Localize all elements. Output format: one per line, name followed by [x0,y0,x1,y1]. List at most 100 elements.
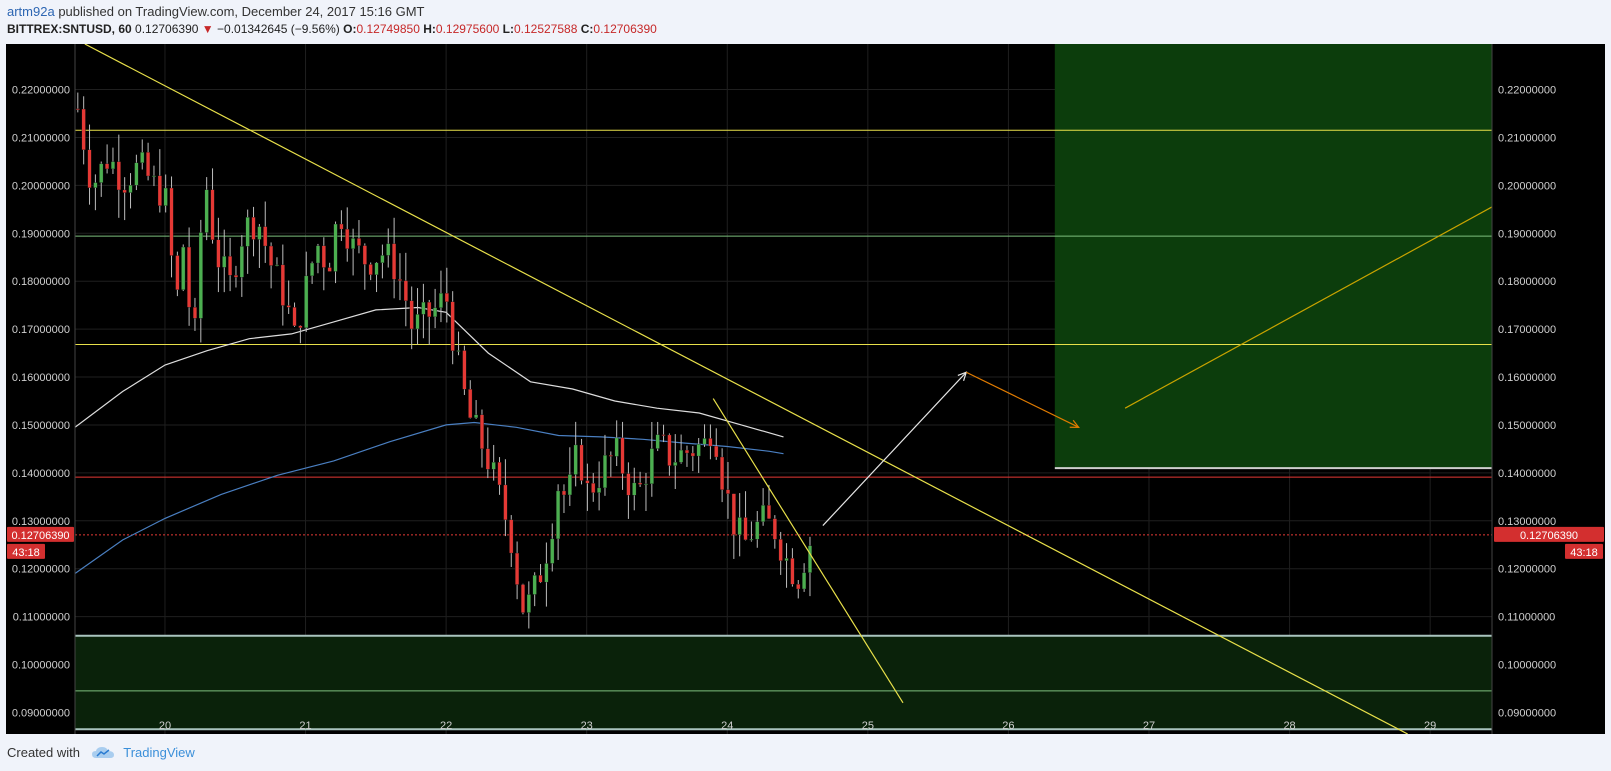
candle-up [573,444,578,475]
candle-up [333,223,338,272]
y-tick-label: 0.21000000 [12,132,70,144]
chart-area[interactable]: 0.09000000 0.09000000 0.10000000 0.10000000… [6,44,1605,734]
candle-up [315,245,320,264]
y-tick-label: 0.14000000 [1498,468,1556,480]
x-tick-label: 22 [440,720,452,732]
candle-up [257,226,262,240]
price-chart[interactable]: 0.09000000 0.09000000 0.10000000 0.10000000… [6,44,1605,734]
y-tick-label: 0.19000000 [1498,228,1556,240]
candle-down [579,444,584,481]
plot-layer [75,44,1492,734]
candle-up [380,255,385,263]
candle-down [731,493,736,535]
symbol-line: BITTREX:SNTUSD, 60 0.12706390 ▼ −0.01342… [7,22,657,36]
candle-down [720,456,725,490]
candle-up [526,594,531,613]
y-tick-label: 0.12000000 [12,564,70,576]
countdown-badge [1565,543,1603,559]
y-tick-label: 0.19000000 [12,228,70,240]
candle-down [620,437,625,474]
candle-down [515,552,520,585]
low-label: L: [502,22,514,36]
symbol-label: BITTREX:SNTUSD, 60 [7,22,132,36]
candle-up [556,490,561,540]
candle-up [603,455,607,489]
candle-up [761,505,766,522]
candle-down [210,189,215,240]
candle-up [204,189,209,233]
candle-down [397,279,402,281]
candle-up [438,292,443,308]
x-tick-label: 21 [299,720,311,732]
y-tick-label: 0.13000000 [1498,516,1556,528]
candle-down [726,489,730,494]
candle-up [649,448,654,484]
footer: Created with TradingView [7,745,195,762]
trendline [1124,206,1492,409]
y-tick-label: 0.11000000 [1498,612,1555,624]
candle-down [562,490,566,496]
candle-up [310,262,315,277]
candle-up [386,243,391,256]
candle-down [503,484,508,520]
candle-down [743,517,748,540]
y-tick-label: 0.10000000 [1498,660,1556,672]
candle-up [134,162,139,186]
close-value: 0.12706390 [593,22,657,36]
candle-down [626,473,631,496]
high-label: H: [423,22,436,36]
candle-down [509,519,514,554]
open-label: O: [343,22,357,36]
candle-down [146,152,151,177]
author-link[interactable]: artm92a [7,4,55,19]
target-zone [75,635,1492,730]
candle-down [485,448,490,470]
candle-down [444,292,449,302]
x-tick-label: 29 [1424,720,1436,732]
y-tick-label: 0.21000000 [1498,132,1556,144]
candle-down [661,434,666,436]
tradingview-logo-icon[interactable] [91,746,114,762]
candle-up [632,482,637,496]
candle-up [491,462,496,470]
tradingview-link[interactable]: TradingView [123,745,195,760]
candle-down [192,307,197,319]
candle-up [702,438,707,445]
last-price-badge-text: 0.12706390 [1520,530,1578,542]
projection-arrow [822,371,967,526]
candle-down [169,187,174,256]
y-tick-label: 0.16000000 [1498,372,1556,384]
candle-down [591,483,596,493]
candle-down [790,558,795,585]
candle-up [597,487,602,493]
projection-arrow [965,371,1079,428]
candle-down [339,223,344,230]
candle-up [198,232,203,319]
candle-down [708,438,713,447]
close-label: C: [580,22,594,36]
y-tick-label: 0.22000000 [1498,85,1556,97]
y-tick-label: 0.17000000 [1498,324,1556,336]
y-tick-label: 0.10000000 [12,660,70,672]
y-tick-label: 0.22000000 [12,85,70,97]
x-tick-label: 28 [1283,720,1295,732]
candle-down [521,584,525,613]
candle-down [251,217,256,240]
candle-down [116,161,121,191]
candle-up [784,558,789,561]
last-price-badge [1494,526,1604,542]
candle-down [216,239,221,268]
candle-up [567,474,572,496]
y-tick-label: 0.15000000 [1498,420,1556,432]
candle-up [151,175,156,177]
y-tick-label: 0.12000000 [1498,564,1556,576]
x-tick-label: 23 [581,720,593,732]
x-tick-label: 26 [1002,720,1014,732]
chart-header: artm92a published on TradingView.com, De… [0,0,1611,44]
candle-up [808,545,812,573]
candle-down [685,449,689,454]
candle-down [187,246,192,308]
candle-down [497,462,502,486]
last-price-badge [7,526,74,542]
candle-up [245,217,250,247]
